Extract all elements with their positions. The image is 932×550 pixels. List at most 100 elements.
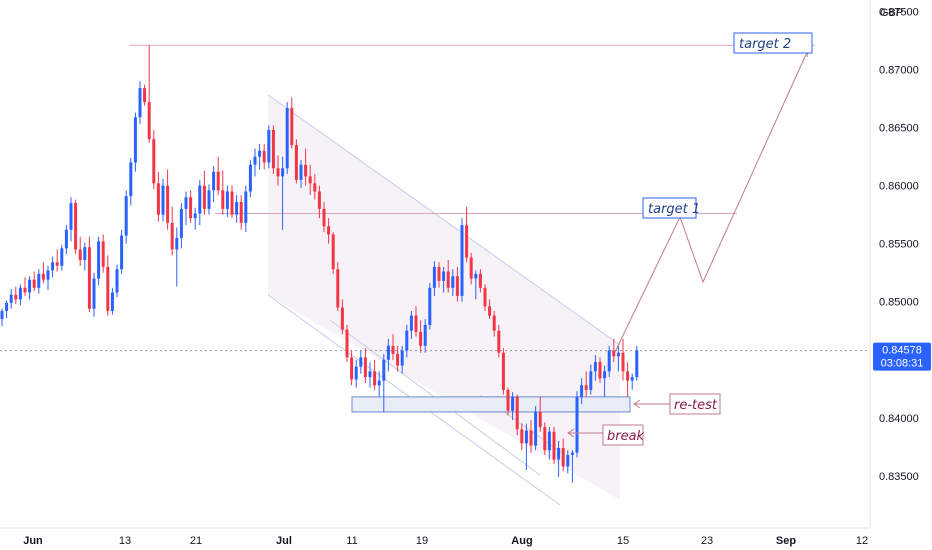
x-tick-label: Jul [276,535,292,547]
candle-body [290,107,294,146]
candle-body [570,452,574,455]
candle-body [635,350,639,378]
candle-body [120,235,124,270]
currency-label: GBP [880,7,903,19]
candle-body [64,229,68,249]
candle-body [60,248,64,266]
retest-label-box[interactable] [669,393,721,415]
y-tick-label: 0.87500 [879,7,919,19]
x-tick-label: 23 [701,535,713,547]
retest-label: re-test [674,398,718,413]
candle-body [14,294,18,300]
candle-body [543,427,547,451]
candle-body [538,411,542,428]
candle-body [603,371,607,379]
candle-body [561,447,565,467]
candle-body [524,430,528,444]
candle-body [147,102,151,140]
candle-body [161,185,165,215]
channel-upper-line [267,94,621,346]
candle-body [575,396,579,453]
candle-body [455,276,459,296]
candle-body [124,196,128,236]
candle-body [363,357,367,378]
x-tick-label: Aug [511,535,532,547]
candle-body [451,276,455,288]
candle-body [345,329,349,358]
candle-body [529,430,533,446]
candle-body [106,266,110,311]
candle-body [152,139,156,184]
candle-body [409,315,413,331]
candle-body [354,366,358,380]
y-tick-label: 0.84000 [879,413,919,425]
candle-body [593,362,597,372]
candle-body [336,269,340,308]
candle-body [607,350,611,372]
bar-countdown: 03:08:31 [881,358,924,370]
candle-body [460,225,464,296]
candle-body [258,150,262,157]
candle-body [239,201,243,223]
candle-body [281,168,285,177]
break-label: break [607,429,645,444]
retest-zone[interactable] [351,396,631,413]
candle-body [626,371,630,381]
candle-body [350,357,354,380]
candle-body [589,371,593,390]
candle-body [32,279,36,288]
projection-path [614,49,809,353]
candle-body [230,191,234,215]
candle-body [97,241,101,279]
candle-body [294,145,298,180]
y-tick-label: 0.87000 [879,65,919,77]
candle-body [175,237,179,250]
candle-body [386,345,390,360]
x-axis-ticks[interactable]: Jun 13 21 Jul 11 19 Aug 15 23 Sep 12 [23,535,868,547]
target-1-label: target 1 [648,202,700,217]
candle-body [74,203,78,250]
candle-body [566,454,570,467]
x-tick-label: 13 [119,535,131,547]
candle-body [18,287,22,300]
candle-body [308,176,312,184]
candle-body [534,411,538,446]
candle-body [253,156,257,165]
target-1-label-box[interactable] [642,197,697,219]
candle-body [28,279,32,293]
y-tick-label: 0.85500 [879,239,919,251]
candle-body [189,197,193,219]
candle-body [547,431,551,451]
break-label-box[interactable] [602,424,644,446]
candle-body [612,350,616,357]
candle-body [193,213,197,219]
price-axis[interactable] [871,0,932,528]
candle-body [37,273,41,288]
candle-body [198,185,202,214]
candle-body [23,287,27,293]
x-tick-label: Sep [776,535,796,547]
candle-body [557,447,561,460]
candle-body [83,247,87,260]
candle-body [368,371,372,378]
candle-body [170,222,174,250]
candle-body [110,292,114,311]
candle-body [262,150,266,163]
candle-body [69,203,73,230]
candle-body [382,359,386,381]
candle-body [552,431,556,460]
target-2-label-box[interactable] [733,32,813,54]
candle-body [396,353,400,366]
x-tick-label: 11 [346,535,357,547]
x-tick-label: 12 [856,535,868,547]
candle-body [414,315,418,332]
candle-body [271,129,275,169]
candle-body [248,164,252,192]
candle-body [497,330,501,353]
candle-body [143,88,147,103]
candle-body [359,357,363,367]
candle-body [212,171,216,191]
candle-body [244,191,248,223]
candle-body [138,88,142,118]
